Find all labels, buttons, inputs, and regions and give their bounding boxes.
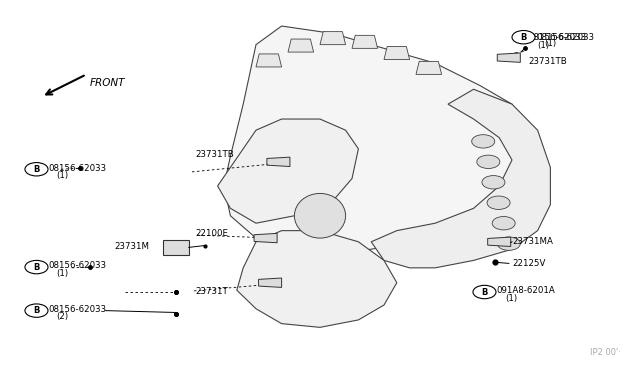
Circle shape <box>25 304 48 317</box>
Text: FRONT: FRONT <box>90 78 125 87</box>
Text: 08156-62033: 08156-62033 <box>529 33 587 42</box>
Polygon shape <box>218 119 358 223</box>
Circle shape <box>512 31 535 44</box>
Text: B: B <box>481 288 488 296</box>
Polygon shape <box>267 157 290 167</box>
Text: 22100E: 22100E <box>195 229 228 238</box>
Text: 091A8-6201A: 091A8-6201A <box>496 286 555 295</box>
Ellipse shape <box>294 193 346 238</box>
Text: B: B <box>520 33 527 42</box>
Circle shape <box>482 176 505 189</box>
Polygon shape <box>254 233 277 243</box>
Text: 08156-62033: 08156-62033 <box>48 262 106 270</box>
Text: 22125V: 22125V <box>512 259 545 268</box>
Polygon shape <box>497 53 520 62</box>
Polygon shape <box>352 35 378 48</box>
Text: 23731T: 23731T <box>195 287 228 296</box>
Polygon shape <box>384 46 410 60</box>
Text: (1): (1) <box>545 39 557 48</box>
Polygon shape <box>416 61 442 74</box>
Circle shape <box>477 155 500 169</box>
Text: 23731TB: 23731TB <box>529 57 568 66</box>
Text: 23731MA: 23731MA <box>512 237 553 246</box>
Polygon shape <box>237 231 397 327</box>
Text: (1): (1) <box>56 171 68 180</box>
Circle shape <box>492 217 515 230</box>
Circle shape <box>497 237 520 250</box>
Circle shape <box>25 163 48 176</box>
Text: (1): (1) <box>506 294 518 303</box>
Polygon shape <box>288 39 314 52</box>
Polygon shape <box>488 237 511 247</box>
Circle shape <box>487 196 510 209</box>
Polygon shape <box>224 26 525 253</box>
Polygon shape <box>259 278 282 288</box>
Text: 23731M: 23731M <box>114 242 149 251</box>
Text: IP2 00'·: IP2 00'· <box>590 348 621 357</box>
Polygon shape <box>256 54 282 67</box>
Text: 08156-62033: 08156-62033 <box>48 305 106 314</box>
Circle shape <box>472 135 495 148</box>
Text: 23731TB: 23731TB <box>195 150 234 159</box>
Circle shape <box>473 285 496 299</box>
Polygon shape <box>371 89 550 268</box>
Polygon shape <box>163 240 189 255</box>
Text: B: B <box>33 306 40 315</box>
Text: 08156-62033: 08156-62033 <box>536 33 595 42</box>
Text: 08156-62033: 08156-62033 <box>48 164 106 173</box>
Text: B: B <box>33 165 40 174</box>
Text: B: B <box>33 263 40 272</box>
Polygon shape <box>320 32 346 45</box>
Text: (2): (2) <box>56 312 68 321</box>
Text: (1): (1) <box>537 41 549 50</box>
Text: (1): (1) <box>56 269 68 278</box>
Circle shape <box>25 260 48 274</box>
